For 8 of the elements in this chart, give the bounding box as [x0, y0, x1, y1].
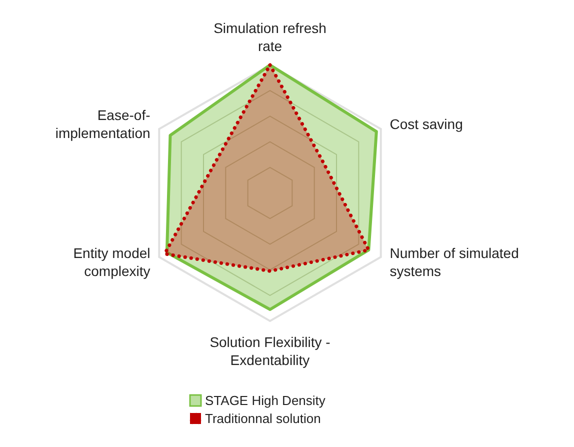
spoke-label: Entity model complexity [73, 245, 150, 280]
spoke-label: Simulation refresh rate [214, 20, 326, 54]
spoke-label: Solution Flexibility - Exdentability [210, 334, 331, 368]
spoke-label: Cost saving [390, 116, 463, 132]
legend-label: Traditionnal solution [205, 411, 321, 426]
legend-label: STAGE High Density [205, 393, 326, 408]
spoke-label: Number of simulated systems [390, 245, 519, 280]
spoke-label: Ease-of-implementation [55, 106, 151, 141]
